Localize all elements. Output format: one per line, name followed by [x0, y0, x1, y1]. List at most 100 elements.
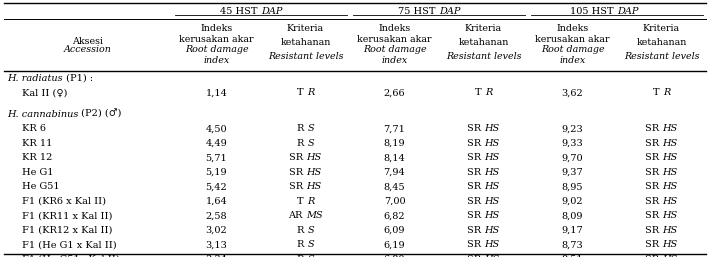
Text: R: R — [307, 88, 314, 97]
Text: F1 (KR6 x Kal II): F1 (KR6 x Kal II) — [22, 197, 106, 206]
Text: S: S — [307, 139, 314, 148]
Text: (P1) :: (P1) : — [62, 74, 93, 83]
Text: HS: HS — [662, 153, 677, 162]
Text: R: R — [297, 255, 307, 257]
Text: index: index — [559, 56, 586, 65]
Text: SR: SR — [645, 153, 662, 162]
Text: Indeks: Indeks — [378, 24, 410, 33]
Text: 6,19: 6,19 — [383, 240, 405, 249]
Text: R: R — [297, 226, 307, 235]
Text: Kriteria: Kriteria — [643, 24, 680, 33]
Text: S: S — [307, 226, 314, 235]
Text: 8,09: 8,09 — [562, 211, 583, 220]
Text: (P2) (♂): (P2) (♂) — [78, 110, 121, 119]
Text: HS: HS — [307, 182, 322, 191]
Text: DAP: DAP — [439, 6, 460, 15]
Text: 8,45: 8,45 — [383, 182, 405, 191]
Text: HS: HS — [662, 182, 677, 191]
Text: F1 (He G1 x Kal II): F1 (He G1 x Kal II) — [22, 240, 116, 249]
Text: ketahanan: ketahanan — [459, 38, 508, 47]
Text: 6,09: 6,09 — [383, 226, 405, 235]
Text: 9,70: 9,70 — [562, 153, 584, 162]
Text: T: T — [297, 88, 307, 97]
Text: He G1: He G1 — [22, 168, 53, 177]
Text: SR: SR — [467, 168, 484, 177]
Text: 4,49: 4,49 — [206, 139, 227, 148]
Text: AR: AR — [288, 211, 306, 220]
Text: SR: SR — [645, 197, 662, 206]
Text: R: R — [662, 88, 670, 97]
Text: SR: SR — [467, 124, 484, 133]
Text: SR: SR — [467, 153, 484, 162]
Text: S: S — [307, 240, 314, 249]
Text: HS: HS — [662, 211, 677, 220]
Text: ketahanan: ketahanan — [636, 38, 687, 47]
Text: F1 (KR11 x Kal II): F1 (KR11 x Kal II) — [22, 211, 112, 220]
Text: S: S — [307, 124, 314, 133]
Text: Resistant levels: Resistant levels — [268, 52, 343, 61]
Text: SR: SR — [645, 226, 662, 235]
Text: SR: SR — [289, 168, 307, 177]
Text: 2,66: 2,66 — [383, 88, 405, 97]
Text: F1 (He G51x Kal II): F1 (He G51x Kal II) — [22, 255, 119, 257]
Text: 8,51: 8,51 — [562, 255, 584, 257]
Text: SR: SR — [467, 197, 484, 206]
Text: SR: SR — [645, 168, 662, 177]
Text: SR: SR — [645, 240, 662, 249]
Text: HS: HS — [484, 226, 500, 235]
Text: 7,00: 7,00 — [383, 197, 405, 206]
Text: HS: HS — [484, 240, 500, 249]
Text: R: R — [297, 124, 307, 133]
Text: 7,71: 7,71 — [383, 124, 405, 133]
Text: 9,02: 9,02 — [562, 197, 584, 206]
Text: Accession: Accession — [64, 44, 112, 53]
Text: DAP: DAP — [617, 6, 638, 15]
Text: SR: SR — [289, 153, 307, 162]
Text: Root damage: Root damage — [363, 45, 426, 54]
Text: 2,58: 2,58 — [206, 211, 227, 220]
Text: 8,14: 8,14 — [383, 153, 405, 162]
Text: HS: HS — [307, 168, 322, 177]
Text: 5,71: 5,71 — [206, 153, 227, 162]
Text: kerusakan akar: kerusakan akar — [179, 35, 253, 44]
Text: HS: HS — [484, 255, 500, 257]
Text: R: R — [297, 240, 307, 249]
Text: index: index — [203, 56, 229, 65]
Text: 3,13: 3,13 — [206, 240, 227, 249]
Text: HS: HS — [662, 168, 677, 177]
Text: 7,94: 7,94 — [383, 168, 405, 177]
Text: 5,19: 5,19 — [206, 168, 227, 177]
Text: 5,42: 5,42 — [206, 182, 227, 191]
Text: 6,82: 6,82 — [383, 211, 405, 220]
Text: 9,23: 9,23 — [562, 124, 584, 133]
Text: Aksesi: Aksesi — [72, 36, 104, 45]
Text: 9,37: 9,37 — [562, 168, 584, 177]
Text: SR: SR — [467, 255, 484, 257]
Text: HS: HS — [484, 168, 500, 177]
Text: R: R — [485, 88, 492, 97]
Text: HS: HS — [662, 139, 677, 148]
Text: 9,33: 9,33 — [562, 139, 584, 148]
Text: HS: HS — [484, 153, 500, 162]
Text: 8,95: 8,95 — [562, 182, 583, 191]
Text: HS: HS — [662, 124, 677, 133]
Text: T: T — [475, 88, 485, 97]
Text: HS: HS — [484, 124, 500, 133]
Text: HS: HS — [484, 197, 500, 206]
Text: ketahanan: ketahanan — [280, 38, 331, 47]
Text: H. radiatus: H. radiatus — [7, 74, 62, 83]
Text: SR: SR — [467, 182, 484, 191]
Text: F1 (KR12 x Kal II): F1 (KR12 x Kal II) — [22, 226, 112, 235]
Text: HS: HS — [484, 182, 500, 191]
Text: DAP: DAP — [261, 6, 283, 15]
Text: Indeks: Indeks — [200, 24, 233, 33]
Text: HS: HS — [662, 226, 677, 235]
Text: SR: SR — [467, 226, 484, 235]
Text: HS: HS — [307, 153, 322, 162]
Text: Kal II (♀): Kal II (♀) — [22, 88, 67, 97]
Text: SR: SR — [645, 255, 662, 257]
Text: 105 HST: 105 HST — [570, 6, 617, 15]
Text: SR: SR — [467, 139, 484, 148]
Text: kerusakan akar: kerusakan akar — [357, 35, 432, 44]
Text: 6,80: 6,80 — [383, 255, 405, 257]
